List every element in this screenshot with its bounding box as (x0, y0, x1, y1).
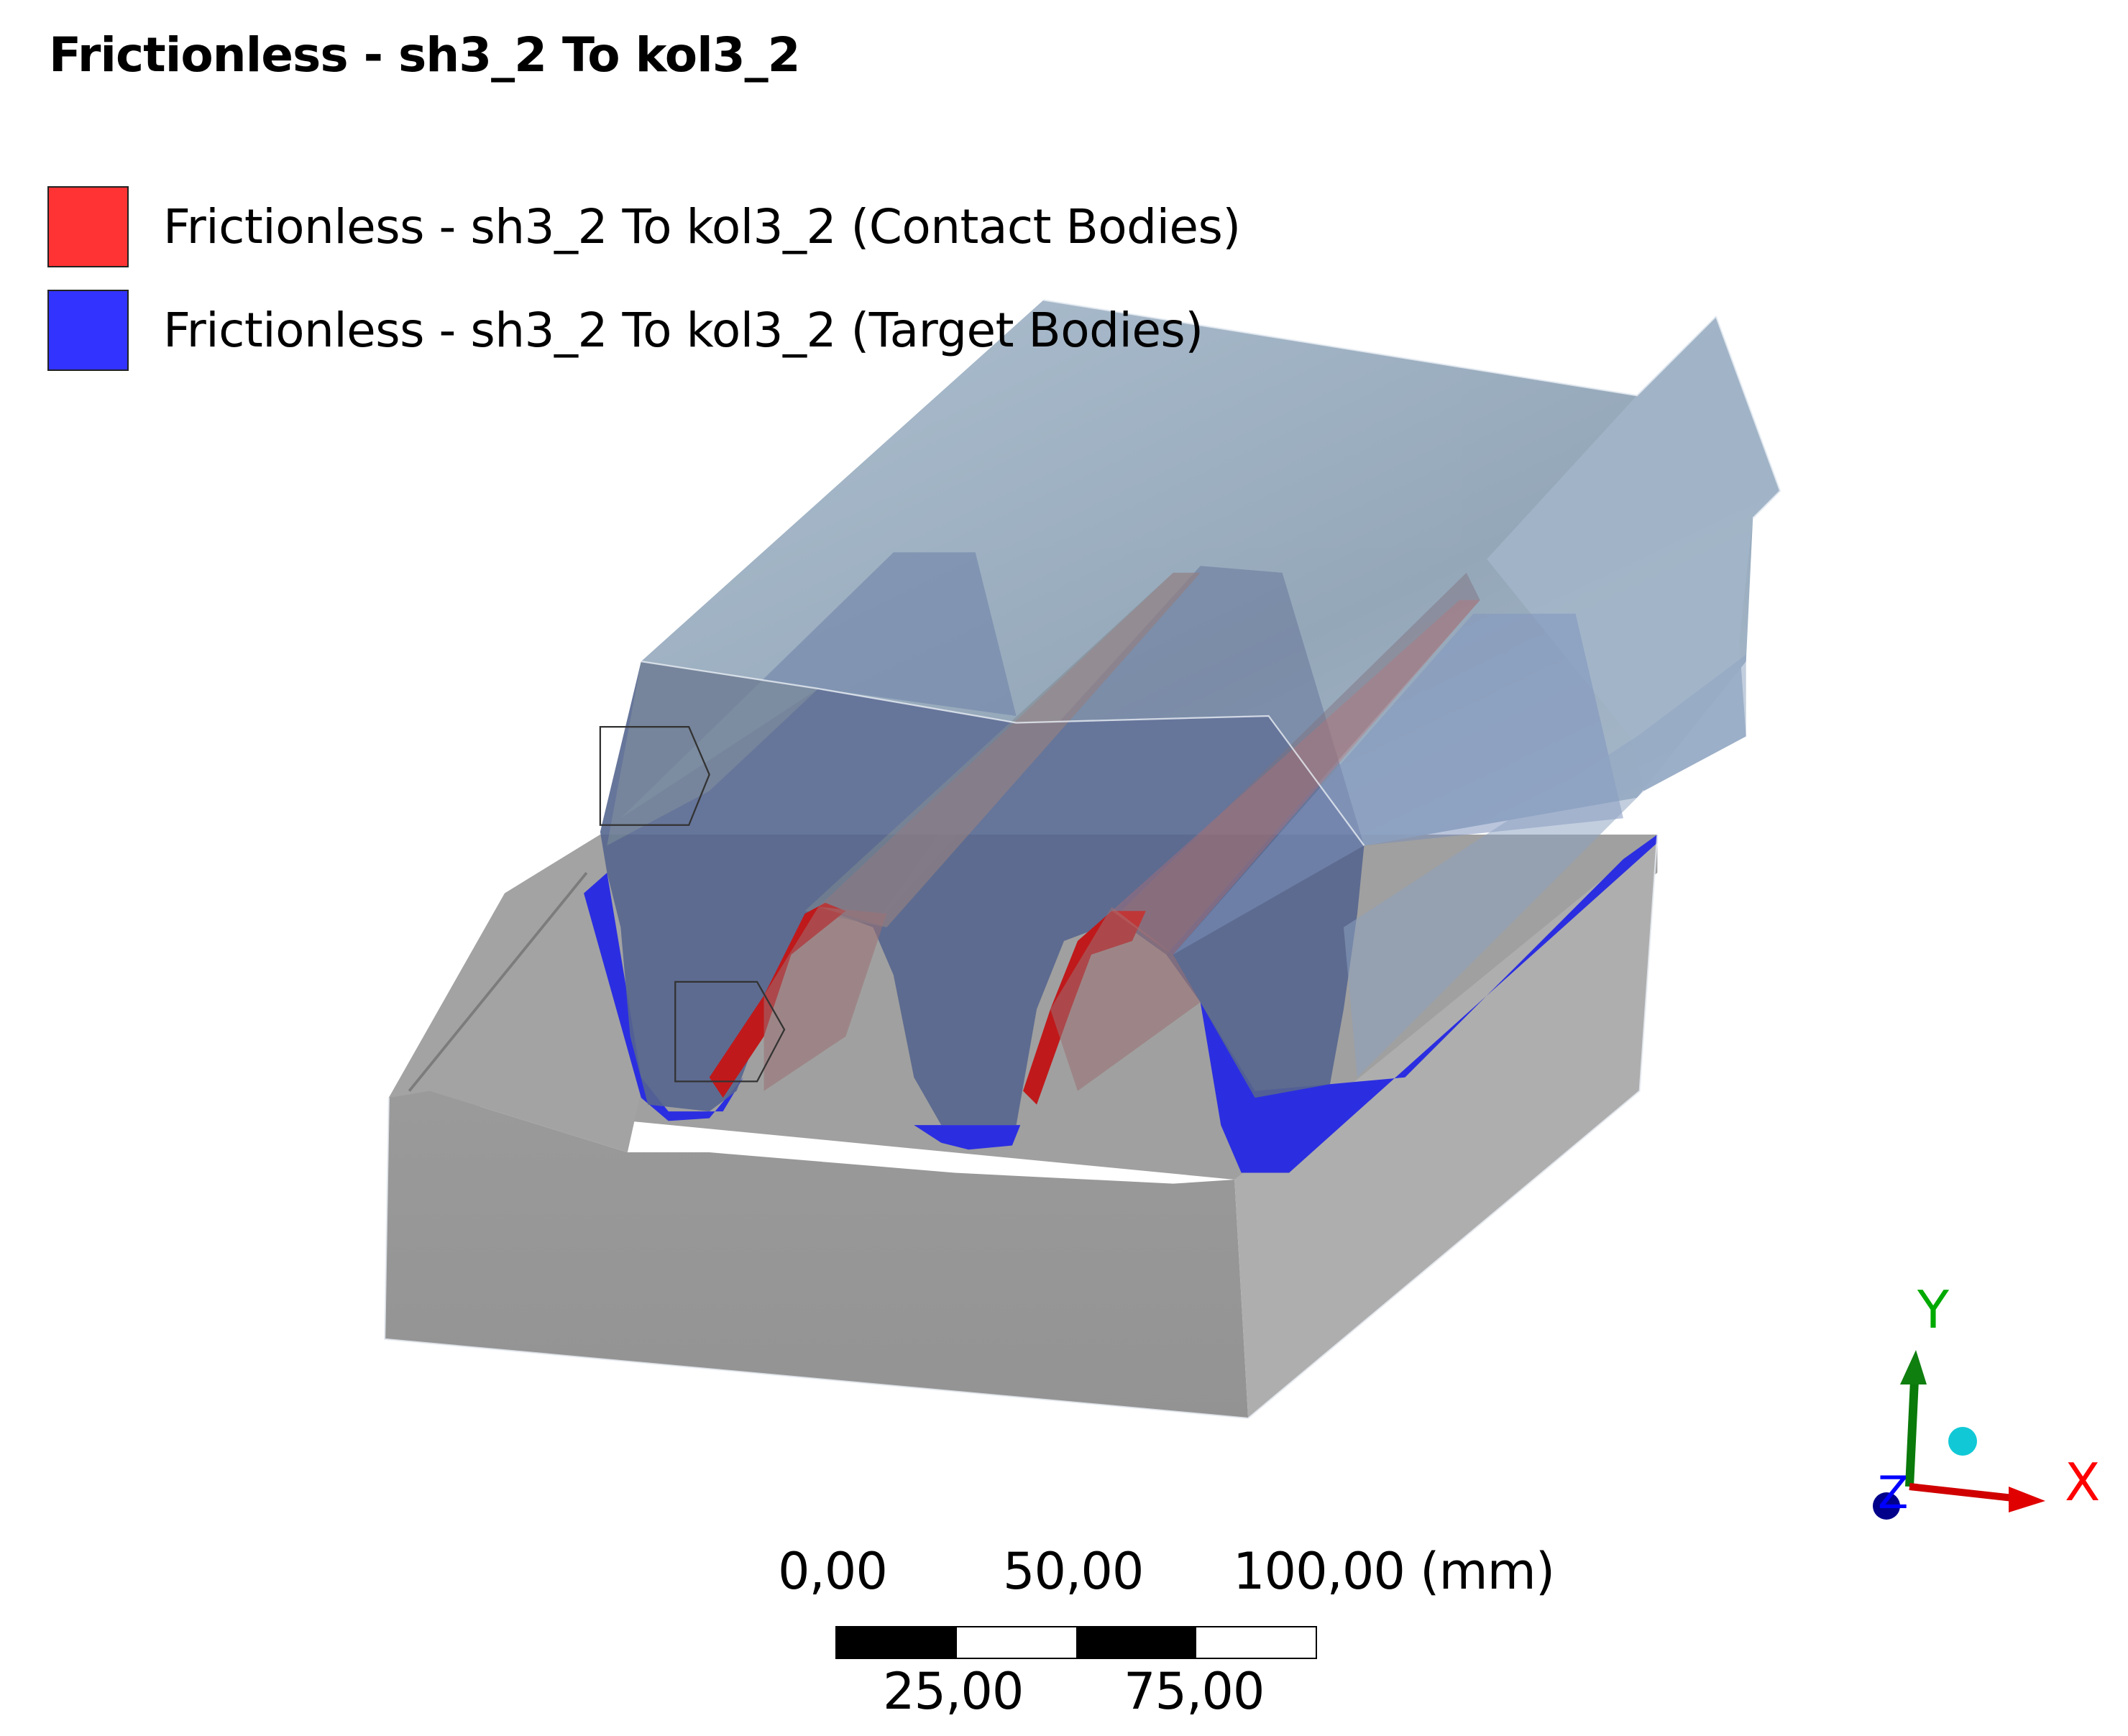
legend: Frictionless - sh3_2 To kol3_2 (Contact … (47, 185, 1241, 392)
legend-swatch-contact (47, 185, 129, 267)
upper-front-face (600, 661, 1365, 1126)
probe-marker-1 (599, 726, 710, 826)
base-front-face (385, 1090, 1249, 1418)
legend-label-contact: Frictionless - sh3_2 To kol3_2 (Contact … (163, 198, 1241, 254)
contact-faces (709, 572, 1480, 1105)
legend-swatch-target (47, 289, 129, 371)
y-axis-icon (1905, 1379, 1919, 1487)
scale-bar-graphic (835, 1626, 1317, 1659)
legend-item-target: Frictionless - sh3_2 To kol3_2 (Target B… (47, 289, 1241, 371)
transparent-body (600, 300, 1781, 1126)
scale-label-25: 25,00 (883, 1662, 1024, 1721)
target-face-3 (1200, 835, 1658, 1173)
target-faces (584, 835, 1658, 1173)
x-axis-label: X (2065, 1452, 2101, 1512)
z-axis-label: Z (1878, 1466, 1909, 1519)
z-axis-icon (1873, 1492, 1900, 1520)
scale-label-50: 50,00 (1003, 1542, 1144, 1601)
scale-label-75: 75,00 (1124, 1662, 1265, 1721)
contact-face-2 (1023, 911, 1146, 1105)
scale-label-100: 100,00 (mm) (1233, 1542, 1555, 1601)
edges (383, 299, 1781, 1420)
contact-face-1 (709, 902, 846, 1098)
page-title: Frictionless - sh3_2 To kol3_2 (49, 27, 801, 83)
probe-marker-2 (674, 980, 786, 1083)
probe-markers[interactable] (599, 726, 786, 1083)
view-center-icon (1948, 1427, 1977, 1456)
target-face-1 (584, 873, 744, 1121)
scale-label-0: 0,00 (778, 1542, 888, 1601)
x-axis-icon (1909, 1483, 2014, 1502)
target-face-2 (914, 1125, 1021, 1150)
base-side-face (1234, 835, 1658, 1418)
legend-item-contact: Frictionless - sh3_2 To kol3_2 (Contact … (47, 185, 1241, 267)
legend-label-target: Frictionless - sh3_2 To kol3_2 (Target B… (163, 302, 1203, 358)
y-axis-label: Y (1917, 1280, 1949, 1340)
